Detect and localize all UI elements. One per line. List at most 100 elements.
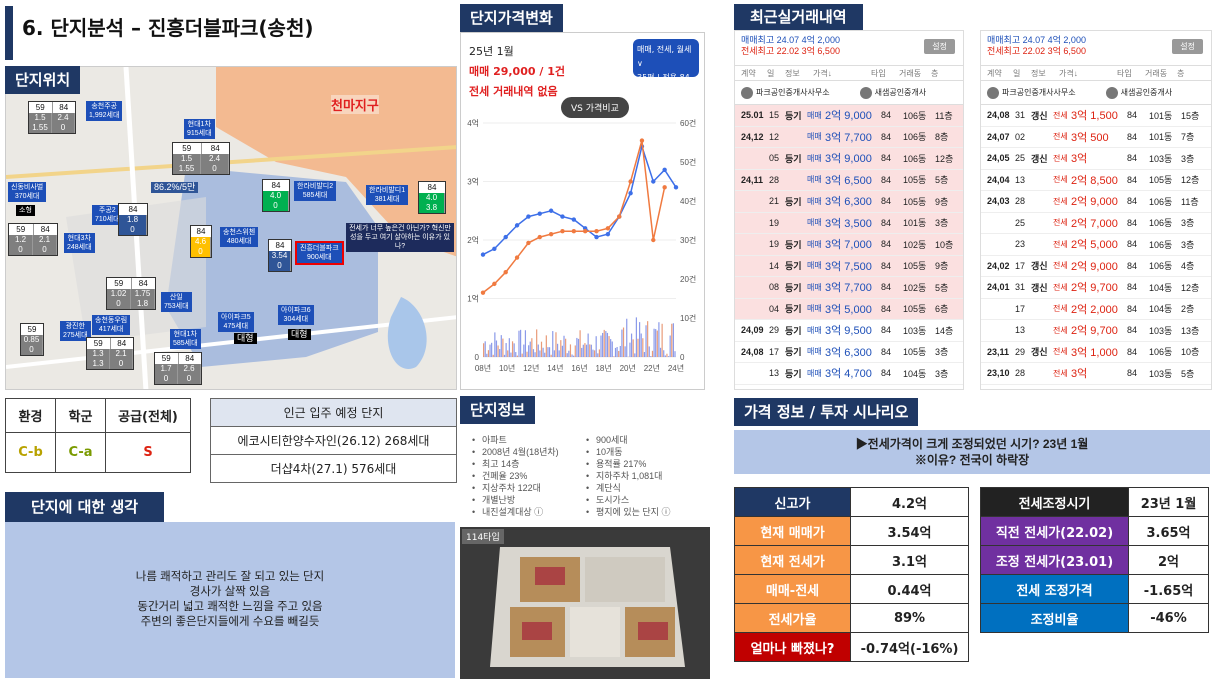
metric-value: 3.65억 xyxy=(1128,516,1209,546)
trade-filter-dropdown[interactable]: 매매, 전세, 월세 ∨ 35평 | 전용 84㎡ xyxy=(633,39,699,96)
trade-day: 12 xyxy=(769,131,780,142)
trade-price: 2억 9,700 xyxy=(1071,282,1118,295)
compare-button[interactable]: VS 가격비교 xyxy=(561,97,629,118)
volume-bar xyxy=(571,354,573,357)
trade-col-header[interactable]: 일 xyxy=(767,68,775,78)
info-text: 10개동 xyxy=(596,447,623,457)
trade-col-header[interactable]: 거래동 xyxy=(1145,68,1168,78)
trade-col-header[interactable]: 층 xyxy=(931,68,939,78)
trade-price: 3억 1,500 xyxy=(1071,110,1118,123)
trade-col-header[interactable]: 층 xyxy=(1177,68,1185,78)
trade-row[interactable]: 23 전세 2억 5,000 84 106동 3층 xyxy=(981,234,1211,256)
complex-label: 송천주공 1,992세대 xyxy=(86,101,123,121)
agent-item[interactable]: 파크공인중개사사무소 xyxy=(987,86,1076,99)
trade-col-header[interactable]: 거래동 xyxy=(899,68,922,78)
trade-row[interactable]: 13 전세 2억 9,700 84 103동 13층 xyxy=(981,320,1211,342)
volume-bar xyxy=(593,350,596,357)
trade-col-header[interactable]: 가격↓ xyxy=(1059,68,1078,78)
trade-row[interactable]: 24,01 31 갱신 전세 2억 9,700 84 104동 12층 xyxy=(981,277,1211,299)
agent-avatar-icon xyxy=(987,86,999,99)
trade-row[interactable]: 23,11 29 갱신 전세 3억 1,000 84 106동 10층 xyxy=(981,342,1211,363)
settings-button[interactable]: 설정 xyxy=(1172,39,1203,54)
series-point xyxy=(514,223,520,228)
trade-col-header[interactable]: 정보 xyxy=(1031,68,1046,78)
volume-bar xyxy=(595,336,597,357)
volume-bar xyxy=(664,355,666,357)
trade-col-header[interactable]: 가격↓ xyxy=(813,68,832,78)
trade-row[interactable]: 24,09 29 등기 매매 3억 9,500 84 103동 14층 xyxy=(735,320,963,342)
settings-button[interactable]: 설정 xyxy=(924,39,955,54)
trade-row[interactable]: 24,04 13 전세 2억 8,500 84 105동 12층 xyxy=(981,170,1211,191)
agent-item[interactable]: 새샘공인중개사 xyxy=(859,86,926,99)
series-point xyxy=(526,214,531,219)
trade-row[interactable]: 24,08 31 갱신 전세 3억 1,500 84 101동 15층 xyxy=(981,105,1211,127)
complex-label: 송천동우림 417세대 xyxy=(92,315,131,335)
rate-badge: 86.2%/5만 xyxy=(151,182,199,193)
grade-value: S xyxy=(105,432,191,473)
trade-dong: 103동 xyxy=(903,325,927,336)
trade-col-header[interactable]: 정보 xyxy=(785,68,800,78)
trade-row[interactable]: 23,10 28 전세 3억 84 103동 5층 xyxy=(981,363,1211,385)
info-item: • 내진설계대상 ⓘ xyxy=(472,507,544,517)
trade-price: 3억 9,000 xyxy=(825,153,872,166)
info-item: • 900세대 xyxy=(586,435,628,445)
trade-row[interactable]: 24,07 02 전세 3억 500 84 101동 7층 xyxy=(981,127,1211,148)
agent-item[interactable]: 새샘공인중개사 xyxy=(1105,86,1172,99)
volume-bar xyxy=(585,344,588,357)
trade-price: 3억 4,700 xyxy=(825,368,872,381)
trade-col-header[interactable]: 타입 xyxy=(1117,68,1132,78)
info-item: • 도시가스 xyxy=(586,495,630,505)
complex-box: 59 84 1.5 1.55 2.4 0 xyxy=(28,101,76,134)
trade-col-header[interactable]: 계약 xyxy=(741,68,756,78)
agent-item[interactable]: 파크공인중개사사무소 xyxy=(741,86,830,99)
trade-row[interactable]: 19 등기 매매 3억 7,000 84 102동 10층 xyxy=(735,234,963,256)
trade-row[interactable]: 24,02 17 갱신 전세 2억 9,000 84 106동 4층 xyxy=(981,256,1211,277)
trade-dong: 105동 xyxy=(903,196,927,207)
metric-label: 매매-전세 xyxy=(734,574,851,604)
series-point xyxy=(480,252,486,257)
trade-row[interactable]: 04 등기 매매 3억 5,000 84 105동 6층 xyxy=(735,298,963,320)
trade-col-header[interactable]: 타입 xyxy=(871,68,886,78)
trade-row[interactable]: 24,03 28 전세 2억 9,000 84 106동 11층 xyxy=(981,191,1211,213)
trade-row[interactable]: 21 등기 매매 3억 6,300 84 105동 9층 xyxy=(735,191,963,213)
trade-row[interactable]: 24,05 25 갱신 전세 3억 84 103동 3층 xyxy=(981,148,1211,170)
volume-bar xyxy=(548,347,551,357)
large-size-badge: 대형 xyxy=(234,333,257,344)
volume-bar xyxy=(613,356,615,357)
trade-row[interactable]: 24,08 17 등기 매매 3억 6,300 84 105동 3층 xyxy=(735,342,963,363)
series-point xyxy=(503,269,508,275)
trade-price: 3억 6,300 xyxy=(825,196,872,209)
trade-row[interactable]: 05 등기 매매 3억 9,000 84 106동 12층 xyxy=(735,148,963,170)
series-point xyxy=(662,167,667,172)
trade-col-header[interactable]: 계약 xyxy=(987,68,1002,78)
complex-label: 산일 753세대 xyxy=(161,292,192,312)
trade-col-header[interactable]: 일 xyxy=(1013,68,1021,78)
volume-bar xyxy=(497,345,499,357)
trade-row[interactable]: 14 등기 매매 3억 7,500 84 105동 9층 xyxy=(735,255,963,277)
complex-label: 광진한 275세대 xyxy=(60,321,91,341)
trade-row[interactable]: 25 전세 2억 7,000 84 106동 3층 xyxy=(981,213,1211,234)
trade-row[interactable]: 17 전세 2억 2,000 84 104동 2층 xyxy=(981,299,1211,320)
y2-tick-label: 20건 xyxy=(680,274,696,284)
trade-row[interactable]: 25.01 15 등기 매매 2억 9,000 84 106동 11층 xyxy=(735,105,963,127)
trade-row[interactable]: 08 등기 매매 3억 7,700 84 102동 5층 xyxy=(735,277,963,299)
volume-bar xyxy=(513,343,515,357)
x-tick-label: 24년 xyxy=(668,363,684,373)
volume-bar xyxy=(602,332,604,357)
trade-row[interactable]: 13 등기 매매 3억 4,700 84 104동 3층 xyxy=(735,363,963,385)
page-title: 6. 단지분석 – 진흥더블파크(송천) xyxy=(22,16,314,40)
trade-row[interactable]: 24,12 12 매매 3억 7,700 84 106동 8층 xyxy=(735,126,963,148)
info-item: • 개별난방 xyxy=(472,495,516,505)
trade-row[interactable]: 19 매매 3억 3,500 84 101동 3층 xyxy=(735,212,963,234)
scenario-line: ▶전세가격이 크게 조정되었던 시기? 23년 1월 xyxy=(855,437,1089,451)
volume-bar xyxy=(573,355,575,357)
x-tick-label: 16년 xyxy=(571,363,587,373)
volume-bar xyxy=(611,341,613,357)
trade-day: 28 xyxy=(1015,368,1026,379)
trade-row[interactable]: 24,11 28 매매 3억 6,500 84 105동 5층 xyxy=(735,169,963,191)
trade-day: 25 xyxy=(1015,217,1026,228)
trade-floor: 14층 xyxy=(935,325,954,336)
upcoming-row: 에코시티한양수자인(26.12) 268세대 xyxy=(210,426,457,455)
info-text: 2008년 4월(18년차) xyxy=(482,447,559,457)
trade-day: 28 xyxy=(769,174,780,185)
